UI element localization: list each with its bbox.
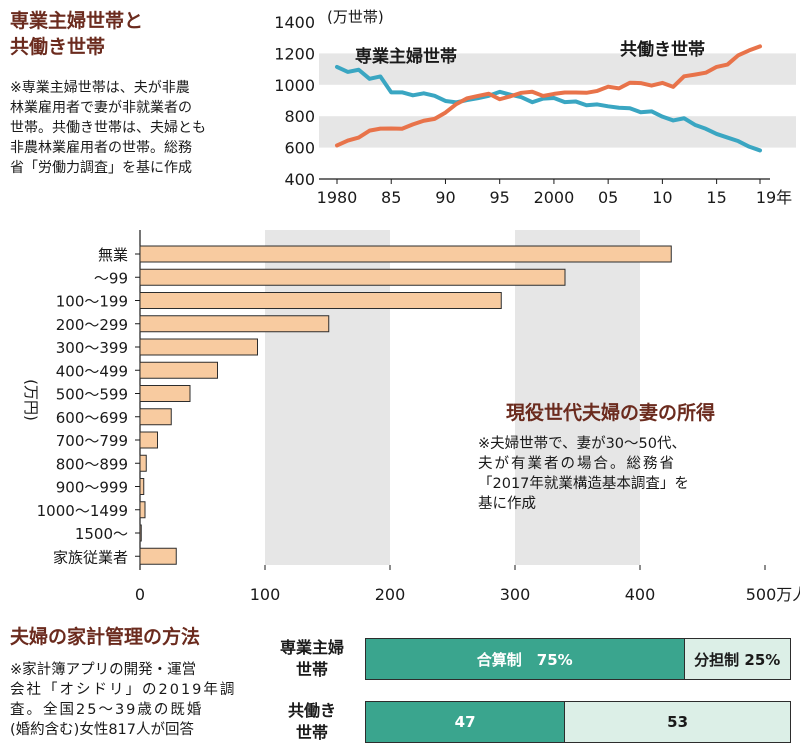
management-title: 夫婦の家計管理の方法 — [10, 626, 201, 648]
segment-split-dual: 53 — [565, 701, 791, 743]
x-tick-label: 1980 — [317, 188, 358, 207]
category-label: 700～799 — [56, 432, 128, 450]
category-label: 900～999 — [56, 479, 128, 497]
segment-label: 47 — [454, 713, 476, 731]
segment-label: 合算制 75% — [476, 650, 573, 669]
bar-2 — [139, 292, 502, 309]
segment-split-housewife: 分担制 25% — [684, 638, 791, 680]
segment-label: 分担制 25% — [694, 650, 781, 669]
x-tick-label: 90 — [435, 188, 455, 207]
x-tick-label: 0 — [135, 585, 145, 604]
category-label: 600～699 — [56, 409, 128, 427]
note-line: 世帯。共働き世帯は、夫婦とも — [10, 120, 206, 136]
y-tick-label: 1400 — [274, 13, 315, 32]
series-line-0 — [335, 64, 762, 153]
x-tick-label: 500万人 — [746, 585, 800, 604]
bar-5 — [139, 361, 218, 379]
bar-10 — [139, 478, 145, 495]
category-label: 家族従業者 — [53, 548, 128, 566]
segment-combined-dual: 47 — [365, 701, 566, 743]
category-label: 300～399 — [56, 339, 128, 357]
note-line: 会社「オシドリ」の2019年調 — [10, 682, 237, 698]
y-tick-label: 1000 — [274, 76, 315, 95]
row-label-housewife: 専業主婦 世帯 — [270, 637, 354, 681]
line-chart-title: 専業主婦世帯と 共働き世帯 — [10, 8, 143, 60]
y-tick-label: 800 — [284, 107, 315, 126]
grid-band — [319, 116, 796, 148]
note-line: 夫が有業者の場合。総務省 — [478, 456, 676, 472]
bar-0 — [139, 245, 672, 263]
note-line: 基に作成 — [478, 496, 536, 512]
x-tick-label: 400 — [625, 585, 656, 604]
y-tick-label: 1200 — [274, 44, 315, 63]
x-tick-label: 300 — [500, 585, 531, 604]
row-label-line: 世帯 — [295, 723, 328, 742]
segment-combined-housewife: 合算制 75% — [365, 638, 685, 680]
note-line: 省「労働力調査」を基に作成 — [10, 160, 192, 176]
category-label: 1000～1499 — [37, 502, 128, 520]
note-line: (婚約含む)女性817人が回答 — [10, 722, 194, 738]
bar-11 — [139, 501, 146, 519]
line-chart-title-line2: 共働き世帯 — [10, 36, 106, 58]
category-label: 1500～ — [75, 525, 128, 543]
income-chart-title: 現役世代夫婦の妻の所得 — [506, 402, 716, 424]
category-label: 800～899 — [56, 455, 128, 473]
note-line: 査。全国25～39歳の既婚 — [10, 702, 204, 718]
x-tick-label: 10 — [652, 188, 672, 207]
x-tick-label: 05 — [598, 188, 618, 207]
stacked-bar-dual-income: 47 53 — [365, 701, 791, 743]
bar-7 — [139, 408, 172, 426]
y-axis-unit: (万世帯) — [327, 8, 384, 26]
note-line: ※専業主婦世帯は、夫が非農 — [10, 80, 190, 96]
x-tick-label: 85 — [381, 188, 401, 207]
bar-3 — [139, 315, 330, 333]
line-chart: 400 600 800 1000 1200 1400 (万世帯) 1980 85 90 95 2000… — [274, 8, 796, 207]
row-label-line: 世帯 — [295, 660, 328, 679]
stacked-bar-housewife: 合算制 75% 分担制 25% — [365, 638, 791, 680]
segment-label: 53 — [667, 713, 689, 731]
x-tick-label: 2000 — [534, 188, 575, 207]
y-axis-unit: (万円) — [22, 379, 40, 421]
row-label-dual-income: 共働き 世帯 — [270, 700, 354, 744]
income-chart-note: ※夫婦世帯で、妻が30～50代、 夫が有業者の場合。総務省 「2017年就業構造… — [478, 434, 778, 514]
grid-band — [265, 230, 390, 565]
category-label: 200～299 — [56, 316, 128, 334]
income-bar-chart: 無業 ～99 100～199 200～299 300～399 400～499 500～599… — [22, 230, 800, 604]
x-tick-label: 200 — [375, 585, 406, 604]
category-label: 100～199 — [56, 293, 128, 311]
bar-9 — [139, 454, 147, 472]
category-label: ～99 — [94, 269, 128, 287]
row-label-line: 共働き — [287, 701, 336, 720]
series-label-housewife: 専業主婦世帯 — [355, 46, 457, 67]
x-tick-label: 95 — [490, 188, 510, 207]
bar-6 — [139, 385, 191, 402]
series-line-1 — [335, 44, 762, 148]
category-label: 500～599 — [56, 386, 128, 404]
y-tick-label: 400 — [284, 170, 315, 189]
x-tick-label: 100 — [250, 585, 281, 604]
management-note: ※家計簿アプリの開発・運営 会社「オシドリ」の2019年調 査。全国25～39歳… — [10, 660, 260, 740]
category-label: 無業 — [98, 246, 128, 264]
note-line: ※夫婦世帯で、妻が30～50代、 — [478, 436, 686, 452]
note-line: 林業雇用者で妻が非就業者の — [10, 100, 192, 116]
bar-8 — [139, 431, 158, 449]
line-chart-title-line1: 専業主婦世帯と — [10, 10, 144, 32]
bar-12 — [139, 524, 142, 542]
row-label-line: 専業主婦 — [279, 638, 344, 657]
grid-band — [515, 230, 640, 565]
line-chart-note: ※専業主婦世帯は、夫が非農 林業雇用者で妻が非就業者の 世帯。共働き世帯は、夫婦… — [10, 78, 260, 178]
note-line: ※家計簿アプリの開発・運営 — [10, 662, 197, 678]
y-tick-label: 600 — [284, 139, 315, 158]
bar-13 — [139, 547, 177, 565]
category-label: 400～499 — [56, 362, 128, 380]
bar-4 — [139, 338, 258, 356]
x-tick-label: 19年 — [756, 188, 792, 207]
note-line: 「2017年就業構造基本調査」を — [478, 476, 689, 492]
bar-1 — [139, 268, 566, 286]
x-tick-label: 15 — [706, 188, 726, 207]
series-label-dual-income: 共働き世帯 — [620, 39, 705, 60]
note-line: 非農林業雇用者の世帯。総務 — [10, 140, 192, 156]
